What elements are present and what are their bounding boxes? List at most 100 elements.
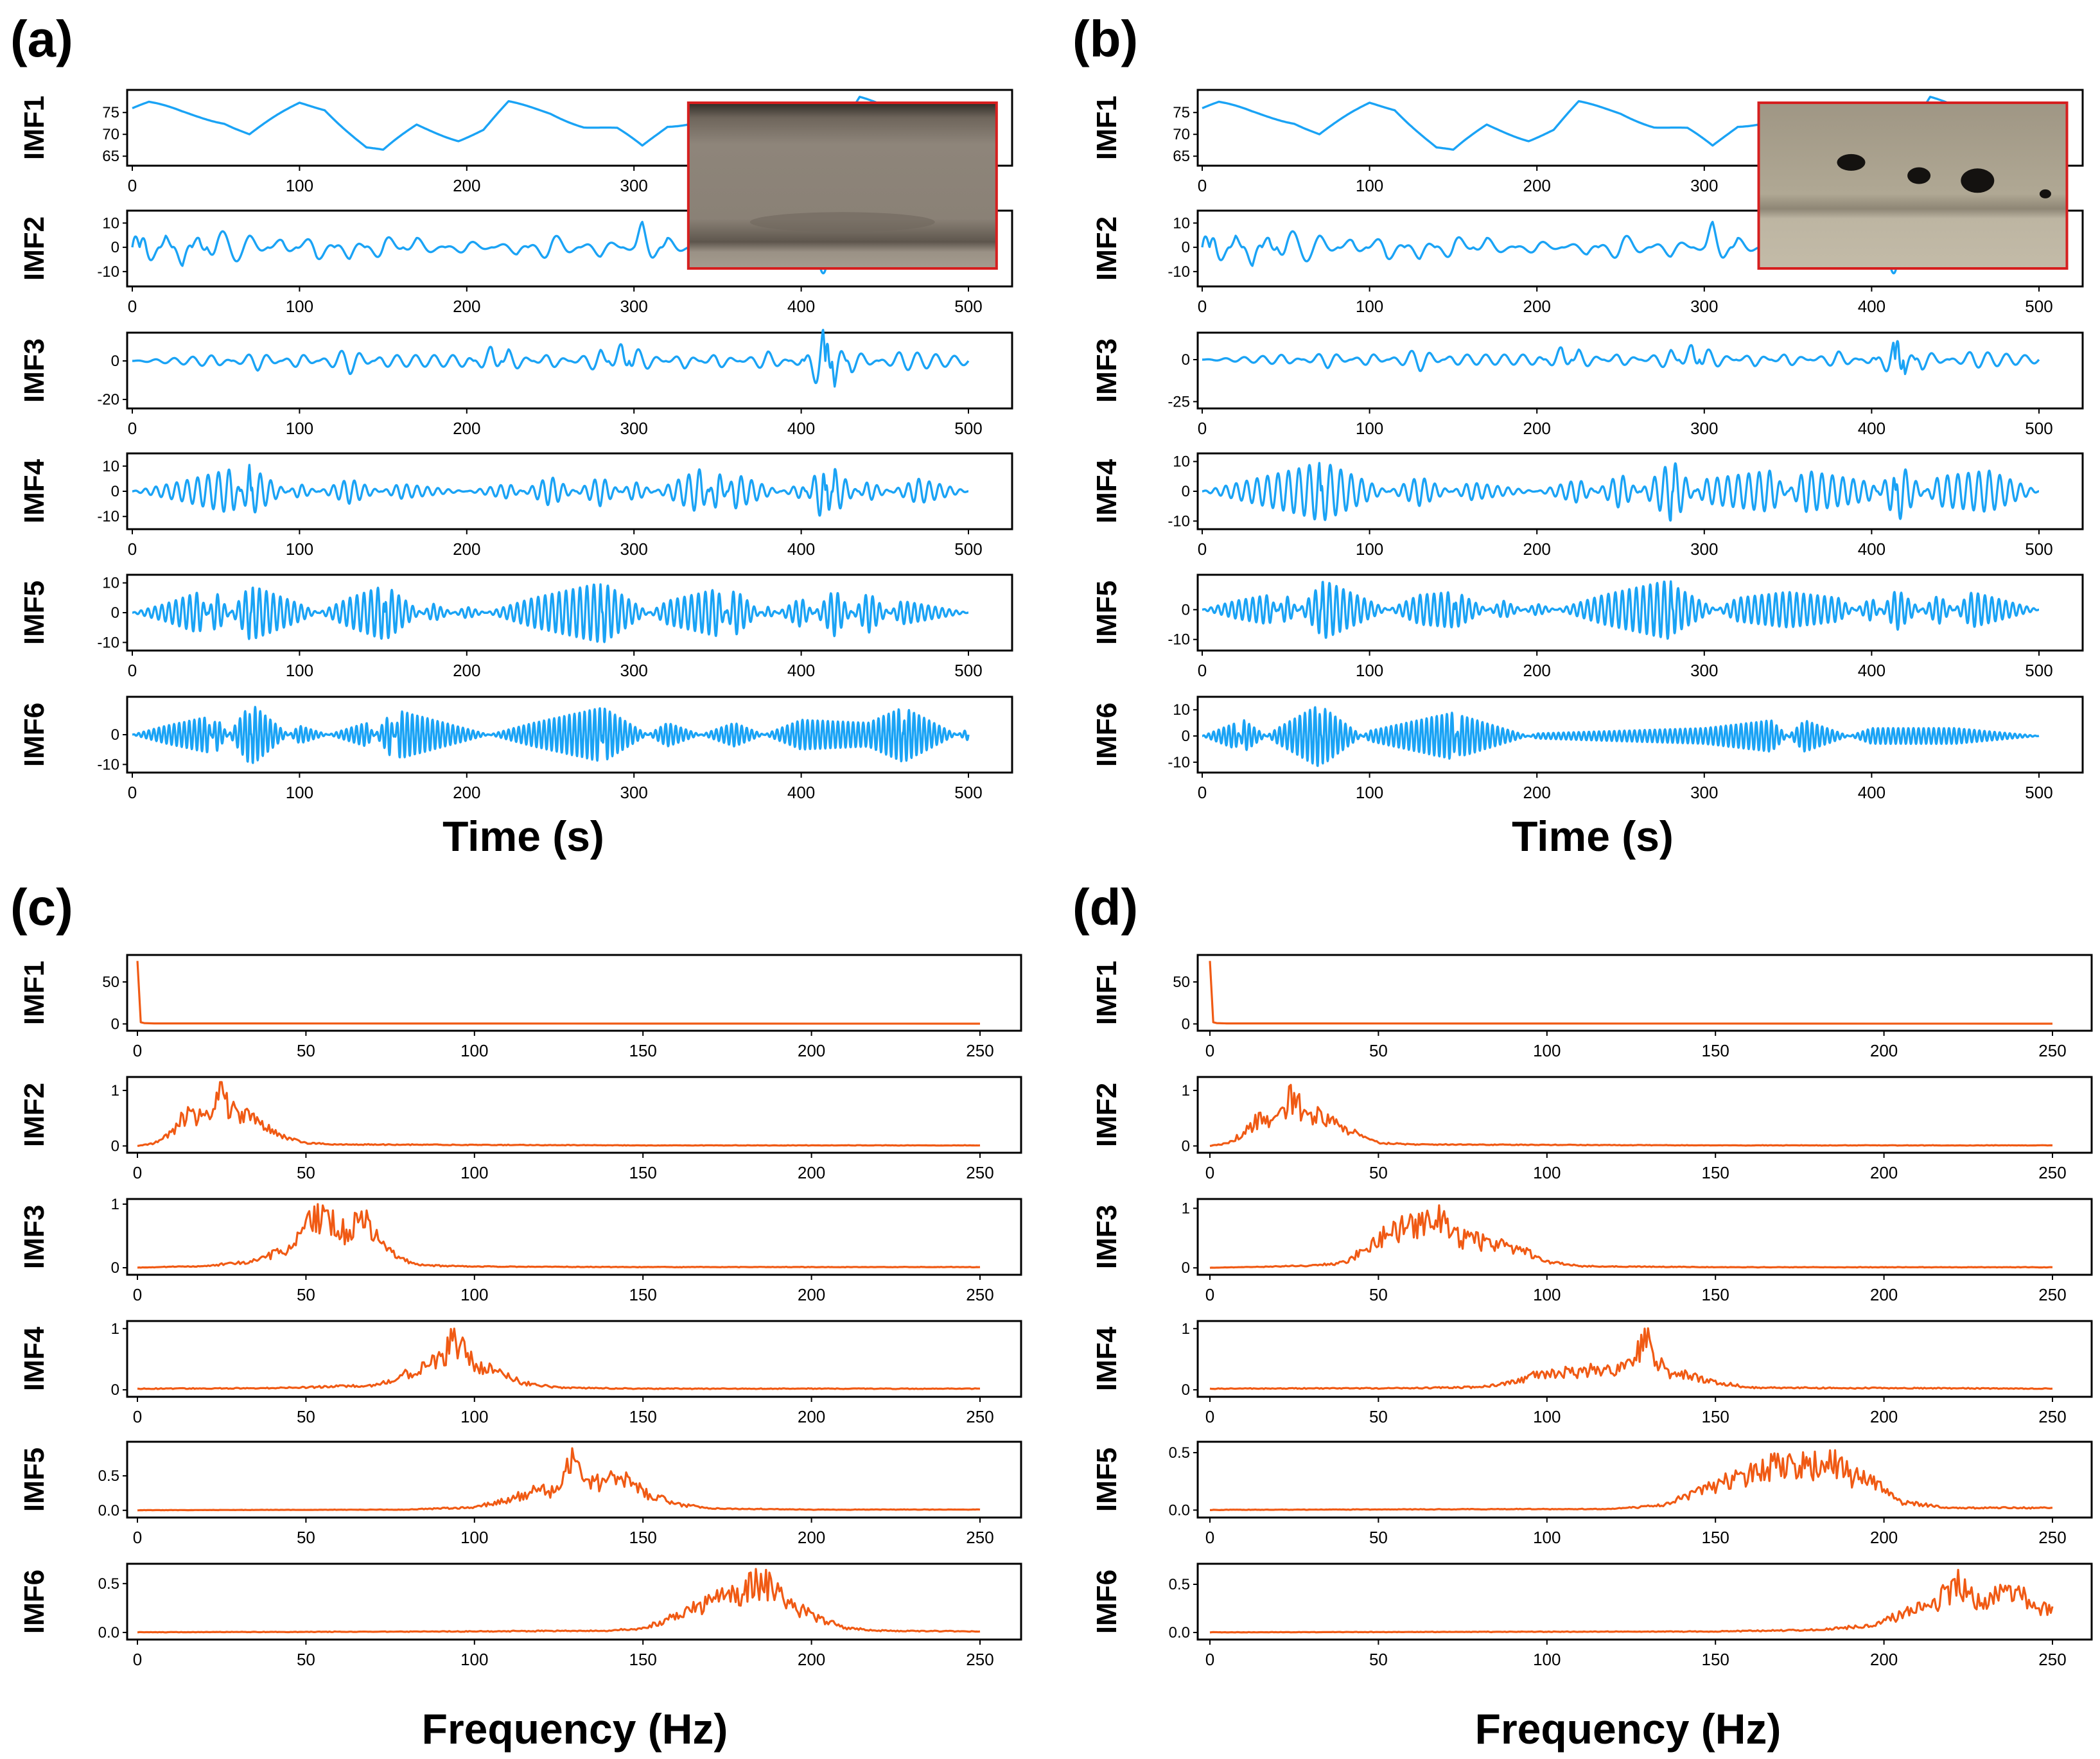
x-tick-label: 0 [133,1407,142,1426]
x-tick-label: 100 [1533,1650,1561,1669]
y-tick-label: 0.0 [1169,1624,1190,1641]
imf-label: IMF1 [19,96,50,160]
y-tick-label: 65 [102,148,119,165]
series-line-imf3 [1201,340,2040,376]
x-tick-label: 200 [798,1528,825,1547]
x-tick-label: 200 [1870,1285,1898,1304]
y-tick-label: 0.0 [1169,1501,1190,1519]
y-tick-label: 0 [111,1259,119,1277]
subplot-frame [126,1320,1022,1398]
y-tick-label: -10 [97,756,119,773]
y-tick-label: 0 [1182,351,1190,369]
imf-label: IMF4 [1091,1326,1123,1391]
x-tick-label: 100 [1356,176,1383,195]
x-tick-label: 100 [1356,783,1383,802]
x-tick-label: 250 [2038,1163,2066,1182]
x-tick-label: 50 [1369,1650,1388,1669]
x-tick-label: 250 [966,1041,993,1060]
y-tick-label: -10 [1168,631,1190,649]
imf-label: IMF5 [19,581,50,645]
series-line-imf6 [1209,1568,2054,1634]
y-tick-label: 0 [111,1137,119,1155]
series-line-imf3 [1209,1204,2053,1269]
x-tick-label: 250 [2038,1528,2066,1547]
x-tick-label: 100 [1533,1041,1561,1060]
x-tick-label: 200 [798,1407,825,1426]
x-tick-label: 500 [2025,783,2052,802]
x-tick-label: 400 [1858,419,1886,438]
x-tick-label: 50 [297,1650,315,1669]
imf-label: IMF1 [1091,961,1123,1025]
subplot-a-imf4: IMF4 100-100 100 200 300 400 500 [19,452,1013,559]
x-tick-label: 0 [133,1285,142,1304]
x-tick-label: 150 [629,1041,657,1060]
y-tick-label: 0.5 [98,1467,119,1485]
x-tick-label: 150 [1702,1407,1729,1426]
imf-label: IMF5 [1091,581,1123,645]
panel-letter-a: (a) [10,10,73,67]
imf-label: IMF6 [1091,1570,1123,1634]
imf-label: IMF1 [1091,96,1123,160]
x-tick-label: 150 [1702,1650,1729,1669]
x-tick-label: 50 [1369,1041,1388,1060]
subplot-frame [126,1198,1022,1276]
x-tick-label: 500 [2025,539,2052,559]
y-tick-label: -20 [97,391,119,408]
x-tick-label: 200 [798,1285,825,1304]
x-tick-label: 250 [966,1163,993,1182]
x-tick-label: 300 [1690,297,1718,316]
x-tick-label: 50 [297,1407,315,1426]
x-tick-label: 300 [1690,539,1718,559]
x-tick-label: 250 [2038,1285,2066,1304]
y-tick-label: -10 [97,263,119,281]
x-tick-label: 300 [1690,661,1718,680]
subplot-a-imf6: IMF6 0 -10 0 100 200 300 400 500 [19,696,1013,802]
x-tick-label: 0 [128,419,137,438]
x-tick-label: 150 [629,1163,657,1182]
series-line-imf1 [1209,961,2053,1025]
x-tick-label: 300 [620,419,648,438]
x-tick-label: 100 [286,783,313,802]
y-tick-label: 10 [1173,453,1190,471]
subplot-d-imf3: IMF3 100 50 100 150 200 250 [1091,1198,2093,1304]
subplot-frame [126,954,1022,1032]
y-tick-label: 1 [111,1082,119,1099]
x-tick-label: 0 [133,1528,142,1547]
subplot-d-imf1: IMF1 50 00 50 100 150 200 250 [1091,954,2093,1060]
series-line-imf2 [1209,1083,2053,1147]
imf-label: IMF3 [19,338,50,403]
series-line-imf5 [1201,580,2040,640]
subplot-a-imf5: IMF5 100-100 100 200 300 400 500 [19,573,1013,680]
x-tick-label: 300 [1690,783,1718,802]
x-tick-label: 400 [1858,661,1886,680]
x-tick-label: 100 [460,1528,488,1547]
x-tick-label: 200 [1523,297,1551,316]
x-tick-label: 50 [1369,1407,1388,1426]
inset-photo [687,101,998,270]
series-line-imf5 [1210,1449,2053,1511]
y-tick-label: 1 [1182,1200,1190,1217]
x-tick-label: 250 [966,1285,993,1304]
y-tick-label: 10 [1173,214,1190,232]
y-tick-label: -10 [97,634,119,651]
imf-label: IMF2 [19,1083,50,1147]
x-tick-label: 400 [1858,297,1886,316]
x-tick-label: 200 [453,419,480,438]
x-tick-label: 200 [453,539,480,559]
x-tick-label: 200 [798,1163,825,1182]
x-tick-label: 50 [1369,1163,1388,1182]
x-tick-label: 500 [954,539,982,559]
imf-label: IMF6 [1091,703,1123,767]
x-tick-label: 200 [1870,1528,1898,1547]
subplot-b-imf5: IMF5 0 -10 0 100 200 300 400 500 [1091,573,2084,680]
x-axis-title: Time (s) [442,812,604,860]
subplot-frame [126,1076,1022,1154]
x-tick-label: 50 [297,1528,315,1547]
x-tick-label: 500 [2025,661,2052,680]
subplot-frame [1196,331,2084,410]
subplot-c-imf6: IMF6 0.5 0.0 0 50 100 150 200 250 [19,1562,1022,1669]
x-tick-label: 100 [460,1163,488,1182]
x-tick-label: 0 [1205,1041,1214,1060]
